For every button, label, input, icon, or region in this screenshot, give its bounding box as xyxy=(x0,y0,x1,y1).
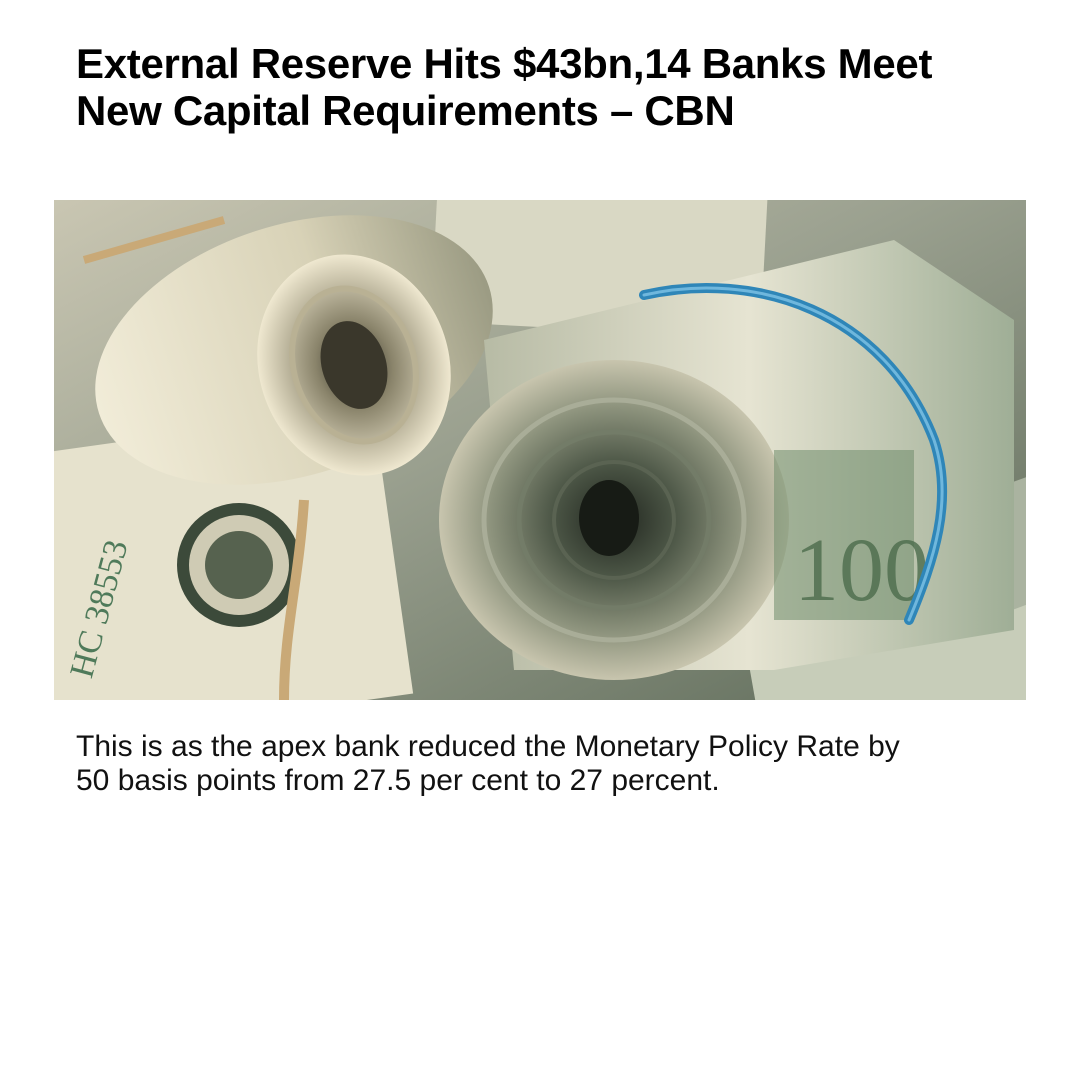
hero-image-money-rolls: HC 38553 100 xyxy=(54,200,1026,700)
money-rolls-illustration: HC 38553 100 xyxy=(54,200,1026,700)
headline-line-1: External Reserve Hits $43bn,14 Banks Mee… xyxy=(76,40,933,87)
article-headline: External Reserve Hits $43bn,14 Banks Mee… xyxy=(76,40,976,134)
headline-line-2: New Capital Requirements – CBN xyxy=(76,87,735,134)
svg-text:100: 100 xyxy=(794,521,929,620)
article-summary: This is as the apex bank reduced the Mon… xyxy=(76,730,1006,798)
summary-line-1: This is as the apex bank reduced the Mon… xyxy=(76,730,900,763)
summary-line-2: 50 basis points from 27.5 per cent to 27… xyxy=(76,764,720,797)
